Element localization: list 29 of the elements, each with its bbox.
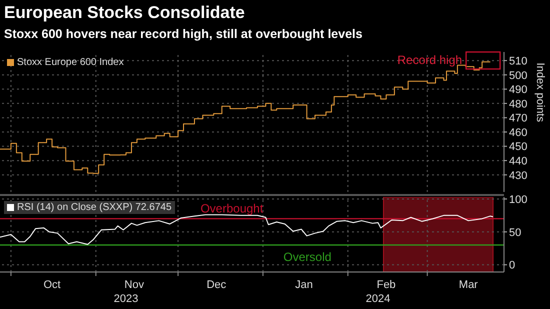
x-tick-label: Oct xyxy=(43,279,61,291)
x-tick-label: Nov xyxy=(124,279,144,291)
x-tick-label: Mar xyxy=(458,279,478,291)
chart-title: European Stocks Consolidate xyxy=(4,3,245,22)
y-tick-label: 50 xyxy=(509,226,522,239)
y-tick-label: 470 xyxy=(509,112,528,125)
x-tick-label: Feb xyxy=(376,279,396,291)
y-tick-label: 460 xyxy=(509,126,528,139)
x-tick-label: Dec xyxy=(206,279,227,291)
y-tick-label: 0 xyxy=(509,260,516,272)
x-tick-label: Jan xyxy=(295,279,313,291)
y-tick-label: 500 xyxy=(509,70,528,82)
text: 2024 xyxy=(366,293,390,305)
y-tick-label: 100 xyxy=(509,194,528,206)
annotation: Record high xyxy=(397,53,462,67)
chart-subtitle: Stoxx 600 hovers near record high, still at overbought levels xyxy=(4,27,362,41)
y-tick-label: 430 xyxy=(509,170,528,182)
y-tick-label: 480 xyxy=(509,98,528,110)
line-series xyxy=(0,214,494,245)
legend-label: Stoxx Europe 600 Index xyxy=(17,57,124,68)
y-tick-label: 510 xyxy=(509,55,528,68)
y-tick-label: 490 xyxy=(509,84,528,96)
ref-line-label: Oversold xyxy=(283,250,332,264)
ref-line-label: Overbought xyxy=(200,202,264,216)
text: 2023 xyxy=(114,293,138,305)
legend-label: RSI (14) on Close (SXXP) 72.6745 xyxy=(17,202,172,213)
y-axis-title: Index points xyxy=(534,62,546,122)
y-tick-label: 440 xyxy=(509,155,528,168)
y-tick-label: 450 xyxy=(509,141,528,154)
